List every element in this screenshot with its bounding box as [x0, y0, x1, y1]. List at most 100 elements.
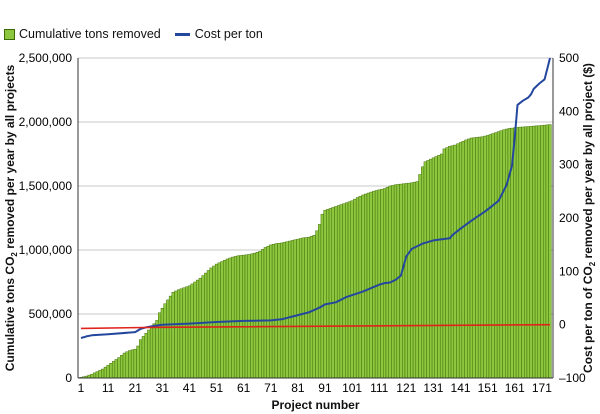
bar — [204, 272, 208, 379]
x-tick-label: 91 — [318, 381, 332, 395]
bar — [415, 181, 419, 379]
bar — [442, 148, 446, 379]
bar — [524, 126, 528, 379]
bar — [166, 299, 170, 379]
bar — [439, 153, 444, 379]
bar — [111, 361, 116, 379]
bar — [312, 235, 316, 379]
bar — [250, 253, 254, 379]
bar — [464, 139, 468, 379]
bar — [431, 157, 436, 379]
x-tick-label: 21 — [129, 381, 143, 395]
bar — [277, 243, 281, 379]
bar — [128, 350, 132, 379]
bar — [98, 370, 102, 379]
axes — [77, 58, 554, 379]
axis-title-part: 2 — [588, 261, 597, 266]
bar — [374, 190, 379, 379]
bar — [136, 345, 140, 379]
legend-item-cumulative[interactable]: Cumulative tons removed — [4, 27, 161, 41]
bar — [496, 131, 501, 379]
bar — [345, 202, 349, 379]
bar — [429, 158, 433, 379]
bar — [355, 197, 360, 379]
x-tick-label: 51 — [210, 381, 224, 395]
bar — [486, 135, 490, 379]
bar — [450, 145, 454, 379]
bar — [472, 137, 476, 379]
bar — [404, 183, 408, 379]
bar — [152, 323, 156, 379]
bar — [252, 252, 257, 379]
bar — [239, 255, 243, 379]
bar — [244, 254, 248, 379]
bar — [274, 243, 278, 379]
y-right-tick-label: 100 — [559, 264, 579, 278]
cost-per-ton-line — [80, 57, 551, 339]
bar — [217, 262, 221, 379]
bar — [369, 191, 373, 379]
x-tick-label: 41 — [183, 381, 197, 395]
bar — [187, 285, 192, 379]
x-tick-label: 161 — [505, 381, 525, 395]
bar — [361, 194, 365, 379]
legend-label-cumulative: Cumulative tons removed — [19, 27, 161, 41]
bar — [502, 129, 506, 379]
legend-item-cost[interactable]: Cost per ton — [174, 27, 263, 41]
bar — [402, 183, 406, 379]
y-left-tick-label: 2,000,000 — [19, 115, 73, 129]
y-right-tick-label: –100 — [559, 371, 586, 385]
bar — [282, 242, 286, 379]
y-right-tick-label: 300 — [559, 158, 579, 172]
bar — [521, 126, 525, 379]
x-tick-label: 121 — [396, 381, 416, 395]
bar — [423, 161, 427, 379]
y-axis-left-title: Cumulative tons CO2 removed per year by … — [3, 64, 19, 371]
cumulative-bars — [79, 124, 552, 379]
bar — [407, 182, 411, 379]
bar — [347, 201, 351, 379]
bar — [448, 146, 452, 379]
bar — [328, 208, 332, 379]
bar — [258, 251, 262, 379]
bar — [532, 125, 536, 379]
x-tick-label: 141 — [451, 381, 471, 395]
bar — [366, 192, 370, 379]
reference-line — [80, 323, 551, 330]
bar — [185, 286, 189, 379]
bar — [220, 261, 224, 379]
bar — [255, 252, 259, 379]
bar — [483, 135, 487, 379]
bar — [290, 240, 295, 379]
bar — [507, 128, 511, 379]
x-tick-label: 31 — [156, 381, 170, 395]
axis-title-part: removed per year by all project ($) — [581, 63, 595, 262]
bar — [296, 238, 300, 379]
x-tick-label: 1 — [78, 381, 85, 395]
bar — [206, 270, 210, 379]
y-right-tick-label: 500 — [559, 51, 579, 65]
bar — [456, 143, 460, 379]
bar — [139, 339, 143, 379]
bar — [90, 373, 94, 379]
bar — [410, 182, 414, 379]
bar — [445, 147, 449, 379]
y-left-tick-label: 500,000 — [29, 307, 73, 321]
bar — [320, 213, 324, 379]
bar — [421, 166, 425, 379]
bar — [339, 204, 343, 379]
tick-labels: 0 500,000 1,000,000 1,500,000 2,000,000 2,500… — [19, 51, 586, 395]
bar — [95, 371, 99, 379]
legend-swatch-line — [174, 32, 190, 36]
x-tick-label: 111 — [370, 381, 389, 395]
y-left-tick-label: 1,000,000 — [19, 243, 73, 257]
bar — [293, 239, 297, 379]
x-tick-label: 151 — [478, 381, 498, 395]
bar — [488, 134, 492, 379]
bar — [545, 124, 549, 379]
bar — [548, 124, 552, 379]
axis-title-part: Cost per ton of CO — [581, 266, 595, 373]
bar — [223, 260, 227, 379]
bar — [301, 237, 305, 379]
